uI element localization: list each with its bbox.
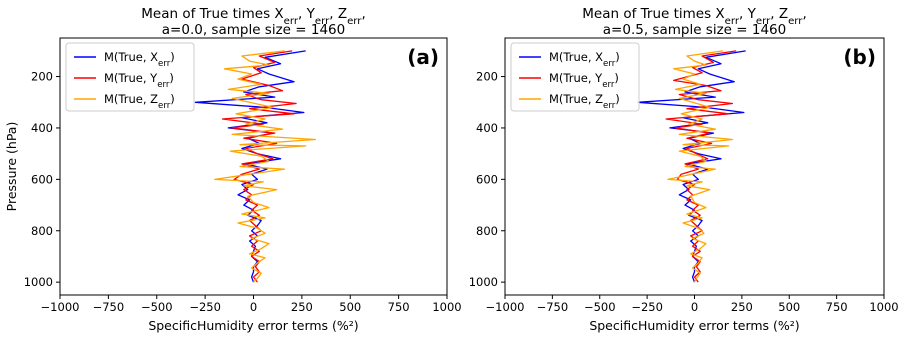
y-axis-label: Pressure (hPa) (4, 122, 19, 212)
legend-label-2: M(True, Yerr) (549, 71, 619, 90)
x-tick-label: 250 (291, 300, 313, 314)
x-tick-label: −1000 (41, 300, 80, 314)
y-tick-label: 800 (476, 224, 498, 238)
x-tick-label: 750 (826, 300, 848, 314)
y-tick-label: 600 (31, 172, 53, 186)
legend-box (510, 42, 640, 112)
legend: M(True, Xerr) M(True, Yerr) M(True, Zerr) (65, 42, 195, 112)
x-axis-label: SpecificHumidity error terms (%²) (148, 318, 358, 333)
x-tick-label: 0 (250, 300, 257, 314)
y-tick-label: 1000 (469, 275, 498, 289)
chart-panel-b: Mean of True times Xerr, Yerr, Zerr,a=0.… (469, 6, 899, 333)
x-tick-label: 750 (388, 300, 410, 314)
legend-label-3: M(True, Zerr) (549, 92, 620, 111)
chart-title-line-2: a=0.0, sample size = 1460 (162, 22, 345, 38)
x-tick-label: −500 (141, 300, 173, 314)
y-tick-label: 400 (476, 121, 498, 135)
x-tick-label: 1000 (432, 300, 461, 314)
x-tick-label: 0 (691, 300, 698, 314)
legend-label-1: M(True, Xerr) (549, 50, 620, 69)
legend: M(True, Xerr) M(True, Yerr) M(True, Zerr) (510, 42, 640, 112)
legend-label-2: M(True, Yerr) (104, 71, 174, 90)
series-line-3 (667, 50, 734, 283)
legend-label-3: M(True, Zerr) (104, 92, 175, 111)
x-tick-label: 250 (731, 300, 753, 314)
chart-title-line-1: Mean of True times Xerr, Yerr, Zerr, (582, 6, 806, 27)
chart-title-line-1: Mean of True times Xerr, Yerr, Zerr, (141, 6, 365, 27)
y-tick-label: 400 (31, 121, 53, 135)
chart-title-line-2: a=0.5, sample size = 1460 (603, 22, 786, 38)
x-tick-label: −500 (584, 300, 616, 314)
x-tick-label: −250 (631, 300, 663, 314)
y-tick-label: 200 (31, 70, 53, 84)
panel-tag: (a) (407, 45, 439, 69)
x-tick-label: 500 (339, 300, 361, 314)
legend-box (65, 42, 195, 112)
x-tick-label: 500 (778, 300, 800, 314)
x-tick-label: −750 (93, 300, 125, 314)
y-tick-label: 800 (31, 224, 53, 238)
x-tick-label: −250 (189, 300, 221, 314)
y-tick-label: 1000 (24, 275, 53, 289)
series-line-2 (221, 50, 297, 283)
x-tick-label: −1000 (486, 300, 525, 314)
panel-tag: (b) (843, 45, 876, 69)
chart-panel-a: Mean of True times Xerr, Yerr, Zerr,a=0.… (4, 6, 462, 333)
y-tick-label: 200 (476, 70, 498, 84)
y-tick-label: 600 (476, 172, 498, 186)
x-tick-label: 1000 (869, 300, 898, 314)
series-line-3 (214, 50, 317, 283)
legend-label-1: M(True, Xerr) (104, 50, 175, 69)
x-tick-label: −750 (537, 300, 569, 314)
x-axis-label: SpecificHumidity error terms (%²) (589, 318, 799, 333)
